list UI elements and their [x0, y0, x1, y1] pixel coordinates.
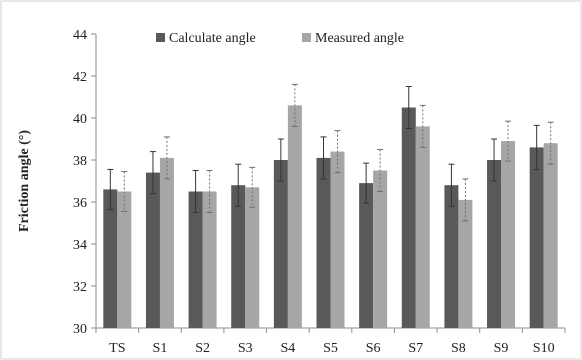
x-tick-label: S1	[153, 341, 168, 356]
bar-calculate-s6	[359, 183, 374, 328]
x-tick-label: S3	[238, 341, 253, 356]
x-axis: TS S1 S2 S3 S4 S5 S6 S7 S8 S9 S10	[95, 327, 566, 356]
x-tick-label: S4	[280, 341, 295, 356]
bar-measured-s4	[287, 105, 302, 329]
bar-calculate-s5	[316, 157, 331, 328]
y-tick-label: 30	[73, 322, 87, 337]
bar-measured-s8	[458, 199, 473, 328]
bar-calculate-s9	[487, 160, 502, 328]
legend-label-calculate: Calculate angle	[169, 31, 256, 46]
legend-swatch-measured	[302, 33, 311, 42]
bar-measured-s6	[373, 170, 388, 328]
bar-measured-s3	[245, 187, 260, 328]
bar-group	[103, 83, 558, 329]
x-tick-label: S7	[408, 341, 423, 356]
bar-measured-s1	[159, 157, 174, 328]
legend: Calculate angle Measured angle	[156, 31, 404, 46]
y-tick-label: 32	[73, 280, 87, 295]
y-tick-label: 38	[73, 154, 87, 169]
bar-measured-s10	[543, 143, 558, 328]
bar-calculate-s8	[444, 185, 459, 328]
y-tick-label: 40	[73, 112, 87, 127]
y-tick-label: 42	[73, 70, 87, 85]
bar-calculate-s4	[273, 160, 288, 328]
legend-swatch-calculate	[156, 33, 165, 42]
x-tick-label: S10	[533, 341, 555, 356]
y-tick-label: 44	[73, 28, 87, 43]
bar-calculate-ts	[103, 189, 118, 328]
x-tick-label: S9	[494, 341, 509, 356]
x-tick-label: TS	[109, 341, 125, 356]
x-tick-label: S6	[366, 341, 381, 356]
x-tick-label: S2	[195, 341, 210, 356]
bar-calculate-s1	[145, 172, 160, 328]
y-axis-label: Friction angle (°)	[17, 130, 32, 232]
bar-calculate-s2	[188, 191, 203, 328]
y-axis: 30 32 34 36 38 40 42 44	[73, 28, 97, 337]
bar-calculate-s10	[529, 147, 544, 328]
bar-measured-s5	[330, 151, 345, 328]
legend-label-measured: Measured angle	[315, 31, 404, 46]
bar-calculate-s7	[401, 107, 416, 328]
bar-calculate-s3	[231, 185, 246, 328]
y-tick-label: 36	[73, 196, 87, 211]
bar-measured-s7	[415, 126, 430, 329]
bar-measured-s2	[202, 191, 217, 328]
y-tick-label: 34	[73, 238, 87, 253]
bar-measured-ts	[117, 191, 132, 328]
bar-measured-s9	[501, 141, 516, 328]
x-tick-label: S5	[323, 341, 338, 356]
x-tick-label: S8	[451, 341, 466, 356]
